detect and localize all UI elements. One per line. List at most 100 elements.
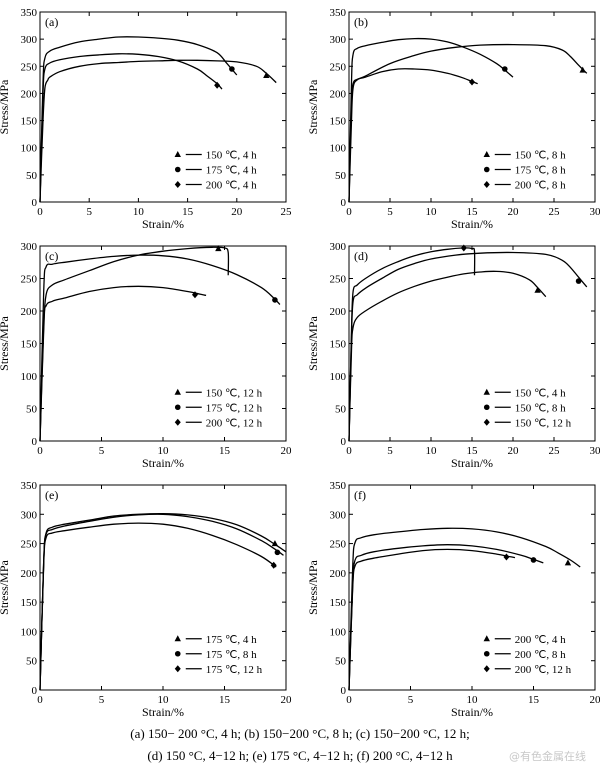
series-end-marker <box>271 540 279 547</box>
legend-marker <box>174 635 181 642</box>
y-tick-label: 0 <box>341 436 347 448</box>
legend-marker <box>483 181 490 188</box>
legend-entry: 150 ℃, 8 h <box>515 402 566 414</box>
x-tick-label: 5 <box>387 445 393 457</box>
x-axis-label: Strain/% <box>142 217 184 231</box>
x-tick-label: 15 <box>467 445 479 457</box>
series-line <box>39 522 277 691</box>
series-line <box>39 513 284 691</box>
legend-marker <box>174 181 181 188</box>
x-tick-label: 0 <box>37 206 43 218</box>
x-tick-label: 25 <box>549 206 561 218</box>
y-tick-label: 100 <box>21 143 38 155</box>
series-end-marker <box>263 72 270 79</box>
legend-marker <box>483 151 490 157</box>
y-tick-label: 300 <box>330 241 347 253</box>
legend-entry: 200 ℃, 4 h <box>515 634 566 646</box>
watermark-text: @有色金属在线 <box>509 750 586 763</box>
y-tick-label: 200 <box>330 88 347 100</box>
series-end-marker <box>579 66 586 73</box>
y-axis-label: Stress/MPa <box>0 315 11 370</box>
series-line <box>348 68 478 203</box>
y-axis-label: Stress/MPa <box>306 559 320 614</box>
legend-marker <box>483 166 490 173</box>
y-tick-label: 200 <box>21 306 38 318</box>
series-line <box>348 270 547 442</box>
y-tick-label: 50 <box>335 170 347 182</box>
y-tick-label: 150 <box>330 116 347 128</box>
legend-marker <box>174 404 181 411</box>
series-end-marker <box>460 244 467 252</box>
legend-entry: 175 ℃, 8 h <box>515 165 566 177</box>
y-tick-label: 250 <box>330 539 347 551</box>
series-end-marker <box>274 549 281 556</box>
x-tick-label: 0 <box>37 694 43 706</box>
x-tick-label: 0 <box>346 445 352 457</box>
x-tick-label: 10 <box>426 445 438 457</box>
series-line <box>348 251 588 442</box>
x-tick-label: 30 <box>590 206 600 218</box>
legend-entry: 150 ℃, 8 h <box>515 150 566 162</box>
legend-entry: 150 ℃, 4 h <box>515 387 566 399</box>
panel-label: (b) <box>354 15 368 29</box>
panel-label: (d) <box>354 249 368 263</box>
legend-marker <box>174 418 181 426</box>
legend-marker <box>483 418 490 426</box>
y-axis-label: Stress/MPa <box>306 315 320 370</box>
y-tick-label: 300 <box>21 241 38 253</box>
y-tick-label: 350 <box>21 480 38 492</box>
legend-marker <box>483 650 490 657</box>
legend-marker <box>174 151 181 157</box>
series-end-marker <box>272 297 278 303</box>
figure: 0 5 10 15 20 25050100150200250300350Strain/%S… <box>0 7 600 719</box>
x-tick-label: 20 <box>281 694 293 706</box>
y-tick-label: 150 <box>330 597 347 609</box>
x-tick-label: 10 <box>467 694 479 706</box>
y-tick-label: 350 <box>21 7 38 19</box>
y-tick-label: 0 <box>32 436 38 448</box>
series-line <box>39 246 230 442</box>
legend-entry: 200 ℃, 12 h <box>206 417 263 429</box>
x-tick-label: 20 <box>508 445 520 457</box>
legend-marker <box>483 665 490 673</box>
y-tick-label: 300 <box>330 509 347 521</box>
y-tick-label: 100 <box>330 371 347 383</box>
panel-label: (f) <box>354 488 366 502</box>
y-tick-label: 200 <box>21 568 38 580</box>
x-tick-label: 0 <box>346 694 352 706</box>
figure-caption-line-1: (a) 150− 200 °C, 4 h; (b) 150−200 °C, 8 … <box>130 726 470 741</box>
legend-entry: 150 ℃, 12 h <box>206 387 263 399</box>
y-axis-label: Stress/MPa <box>0 79 11 134</box>
legend-marker <box>483 388 490 395</box>
y-axis-label: Stress/MPa <box>0 559 11 614</box>
series-end-marker <box>502 66 508 72</box>
y-tick-label: 150 <box>330 339 347 351</box>
legend-entry: 150 ℃, 12 h <box>515 417 572 429</box>
series-end-marker <box>191 291 198 299</box>
series-line <box>39 53 223 203</box>
x-axis-label: Strain/% <box>142 705 184 719</box>
legend-entry: 175 ℃, 4 h <box>206 634 257 646</box>
y-tick-label: 200 <box>330 568 347 580</box>
x-tick-label: 15 <box>219 694 231 706</box>
series-line <box>348 527 581 691</box>
legend-entry: 175 ℃, 8 h <box>206 649 257 661</box>
y-tick-label: 150 <box>21 339 38 351</box>
y-tick-label: 200 <box>330 306 347 318</box>
panel-label: (e) <box>45 488 58 502</box>
legend-marker <box>483 635 490 642</box>
x-tick-label: 25 <box>281 206 293 218</box>
plot-frame <box>39 11 287 203</box>
x-tick-label: 10 <box>426 206 438 218</box>
x-tick-label: 15 <box>467 206 479 218</box>
x-tick-label: 30 <box>590 445 600 457</box>
legend-entry: 200 ℃, 12 h <box>515 664 572 676</box>
series-end-marker <box>530 557 537 563</box>
x-tick-label: 5 <box>99 445 105 457</box>
series-end-marker <box>214 81 221 89</box>
y-tick-label: 50 <box>335 656 347 668</box>
series-end-marker <box>270 561 277 569</box>
x-tick-label: 25 <box>549 445 561 457</box>
legend-entry: 150 ℃, 4 h <box>206 150 257 162</box>
y-tick-label: 250 <box>330 274 347 286</box>
